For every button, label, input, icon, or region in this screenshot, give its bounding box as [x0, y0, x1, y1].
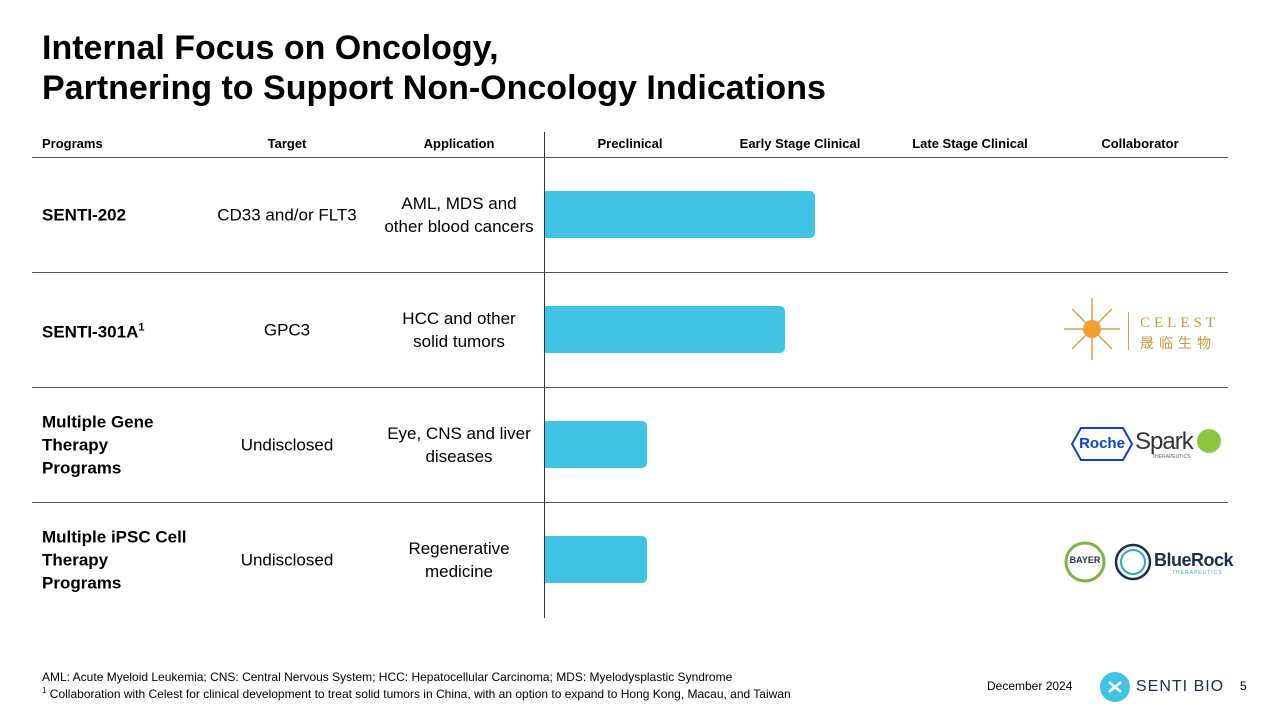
logo-text: BlueRock — [1154, 550, 1234, 570]
spark-icon — [1197, 429, 1221, 453]
progress-bar — [545, 191, 816, 238]
application: Regenerative medicine — [408, 539, 510, 581]
rule — [32, 502, 1228, 503]
program-name: Multiple iPSC Cell Therapy Programs — [42, 527, 187, 593]
application: HCC and other solid tumors — [402, 309, 516, 351]
program: Multiple Gene Therapy Programs — [42, 411, 192, 480]
page-number: 5 — [1240, 679, 1247, 693]
date: December 2024 — [987, 679, 1073, 693]
superscript: 1 — [138, 321, 145, 334]
column-header: Programs — [42, 136, 103, 151]
logo-text: Roche — [1079, 435, 1125, 452]
footnote-marker: 1 — [42, 686, 47, 695]
brand-icon — [1100, 672, 1130, 702]
celest-logo-icon — [1064, 298, 1120, 360]
logo-text: CELEST — [1140, 315, 1219, 331]
target: CD33 and/or FLT3 — [217, 205, 357, 225]
target: Undisclosed — [240, 550, 334, 570]
column-header: Application — [423, 136, 495, 151]
column-header: Early Stage Clinical — [739, 136, 861, 151]
footnote: AML: Acute Myeloid Leukemia; CNS: Centra… — [42, 670, 733, 684]
brand: SENTI BIO — [1136, 678, 1225, 695]
column-header: Target — [267, 136, 307, 151]
application: AML, MDS and other blood cancers — [384, 194, 534, 236]
logo-divider — [1128, 312, 1129, 350]
application: Eye, CNS and liver diseases — [387, 424, 531, 466]
column-header: Late Stage Clinical — [912, 136, 1028, 151]
program-name: Multiple Gene Therapy Programs — [42, 412, 154, 478]
rule — [32, 157, 1228, 158]
column-header: Preclinical — [597, 136, 663, 151]
program: SENTI-301A1 — [42, 317, 192, 344]
progress-bar — [545, 421, 647, 468]
bluerock-icons — [1064, 541, 1152, 583]
rule — [32, 272, 1228, 273]
logo-text: THERAPEUTICS — [1152, 454, 1191, 460]
column-header: Collaborator — [1101, 136, 1179, 151]
target: GPC3 — [263, 320, 311, 340]
logo-text: BAYER — [1069, 555, 1101, 565]
logo-text: THERAPEUTICS — [1172, 570, 1223, 576]
title: Internal Focus on Oncology, — [42, 29, 499, 67]
progress-bar — [545, 306, 785, 353]
rule — [32, 387, 1228, 388]
program: SENTI-202 — [42, 204, 192, 227]
target: Undisclosed — [240, 435, 334, 455]
progress-bar — [545, 536, 647, 583]
footnote: 1 Collaboration with Celest for clinical… — [42, 686, 791, 701]
program-name: SENTI-301A — [42, 322, 139, 342]
logo-text: 晟临生物 — [1140, 335, 1216, 351]
program-name: SENTI-202 — [42, 205, 127, 225]
title: Partnering to Support Non-Oncology Indic… — [42, 69, 826, 107]
logo-text: Spark — [1135, 428, 1194, 455]
footnote-text: Collaboration with Celest for clinical d… — [49, 687, 791, 701]
divider — [544, 132, 545, 618]
program: Multiple iPSC Cell Therapy Programs — [42, 526, 192, 595]
roche-hexagon — [1071, 427, 1133, 461]
